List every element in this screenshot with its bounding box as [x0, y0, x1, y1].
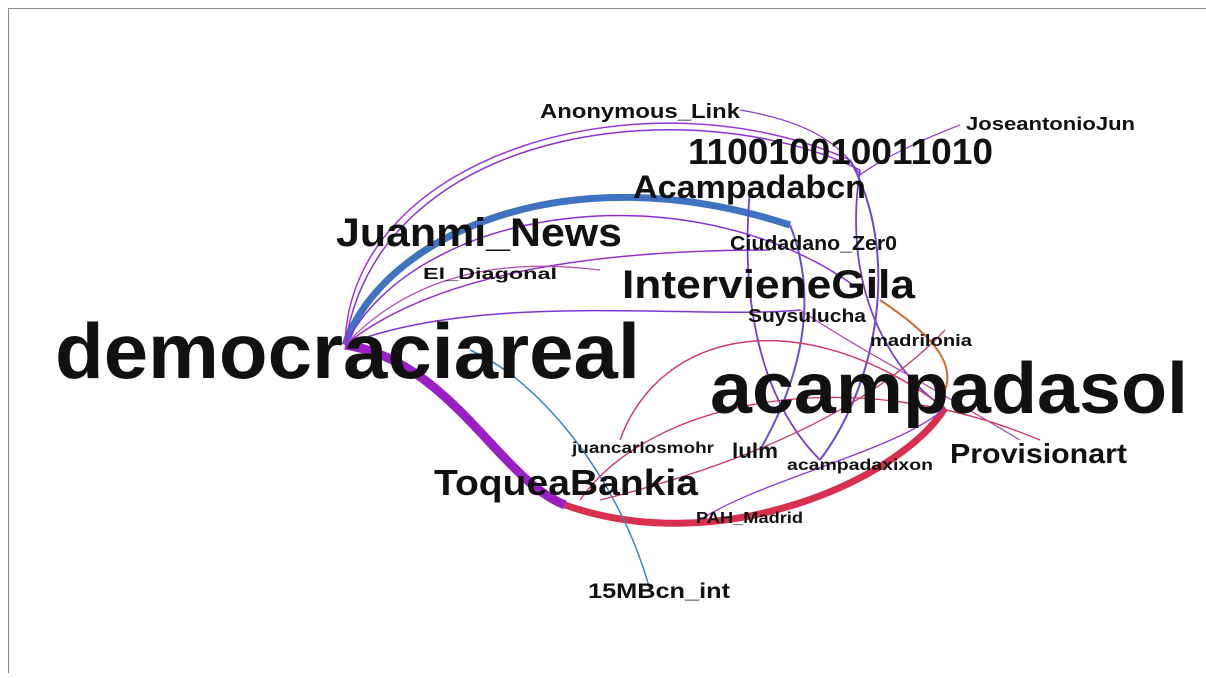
- node-label: Acampadabcn: [633, 169, 866, 205]
- node-label: 15MBcn_int: [588, 580, 730, 603]
- node-label: 110010010011010: [688, 131, 993, 172]
- node-label: madrilonia: [870, 331, 973, 350]
- node-label: El_Diagonal: [423, 266, 557, 283]
- node-label: PAH_Madrid: [696, 510, 803, 527]
- node-label: JoseantonioJun: [966, 114, 1135, 134]
- node-label: Juanmi_News: [336, 211, 622, 255]
- node-label: acampadasol: [710, 349, 1188, 429]
- node-label: democraciareal: [55, 307, 640, 395]
- node-label: IntervieneGila: [622, 263, 916, 307]
- node-label: Suysulucha: [748, 306, 867, 326]
- node-label: ToqueaBankia: [434, 462, 699, 503]
- node-label: lulm: [732, 440, 778, 463]
- node-label: Provisionart: [950, 438, 1127, 469]
- node-label: Anonymous_Link: [540, 101, 741, 123]
- node-label: acampadaxixon: [787, 457, 933, 474]
- node-label: Ciudadano_Zer0: [730, 233, 897, 255]
- node-label: juancarlosmohr: [571, 440, 714, 457]
